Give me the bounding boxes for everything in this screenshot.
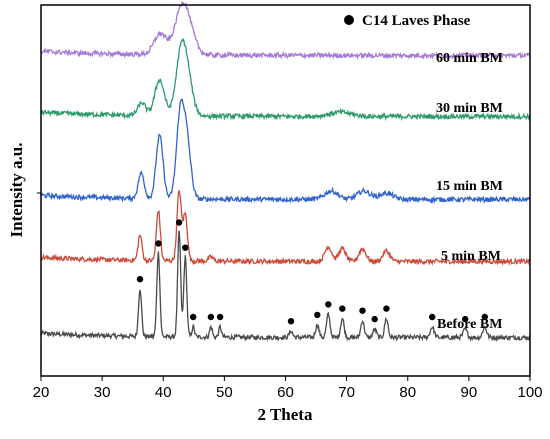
phase-marker (429, 313, 436, 321)
x-tick-label: 100 (517, 384, 542, 401)
legend-label: C14 Laves Phase (362, 13, 471, 29)
x-tick-label: 70 (338, 384, 355, 401)
series-layer (40, 1, 531, 343)
x-tick-label: 80 (399, 384, 416, 401)
x-tick-label: 60 (277, 384, 294, 401)
x-tick-label: 40 (155, 384, 172, 401)
phase-marker (182, 244, 189, 251)
series-line-30-min-bm (40, 37, 531, 122)
x-tick-label: 90 (461, 384, 478, 401)
series-label: 60 min BM (436, 51, 503, 66)
phase-marker (314, 311, 321, 319)
phase-marker (287, 318, 295, 325)
series-line-15-min-bm (40, 98, 531, 205)
phase-marker-layer (136, 219, 488, 325)
phase-marker (216, 313, 224, 321)
series-line-5-min-bm (40, 189, 531, 267)
series-label: 30 min BM (436, 101, 503, 116)
series-label-layer: Before BM 5 min BM 15 min BM 30 min BM 60 mi… (436, 51, 503, 332)
x-tick-label: 20 (33, 384, 50, 401)
series-line-60-min-bm (40, 1, 531, 61)
legend-marker (344, 15, 354, 25)
phase-marker (383, 305, 390, 312)
x-tick-label: 30 (94, 384, 111, 401)
x-tick-label: 50 (216, 384, 233, 401)
phase-marker (175, 219, 183, 226)
phase-marker (359, 307, 366, 314)
phase-marker (325, 301, 332, 308)
phase-marker (339, 305, 346, 312)
phase-marker (155, 240, 162, 247)
phase-marker (136, 276, 144, 283)
y-axis-label: Intensity a.u. (7, 143, 26, 238)
x-axis-label: 2 Theta (258, 405, 313, 424)
phase-marker (190, 313, 197, 321)
x-tick-layer: 20 30 40 50 60 70 80 90 100 (33, 376, 543, 401)
series-line-before-bm (40, 230, 531, 343)
series-label: Before BM (437, 317, 502, 332)
phase-marker (207, 313, 215, 321)
series-label: 15 min BM (436, 179, 503, 194)
phase-marker (481, 313, 488, 321)
phase-marker (371, 315, 378, 323)
series-label: 5 min BM (441, 249, 501, 264)
phase-marker (462, 315, 469, 323)
